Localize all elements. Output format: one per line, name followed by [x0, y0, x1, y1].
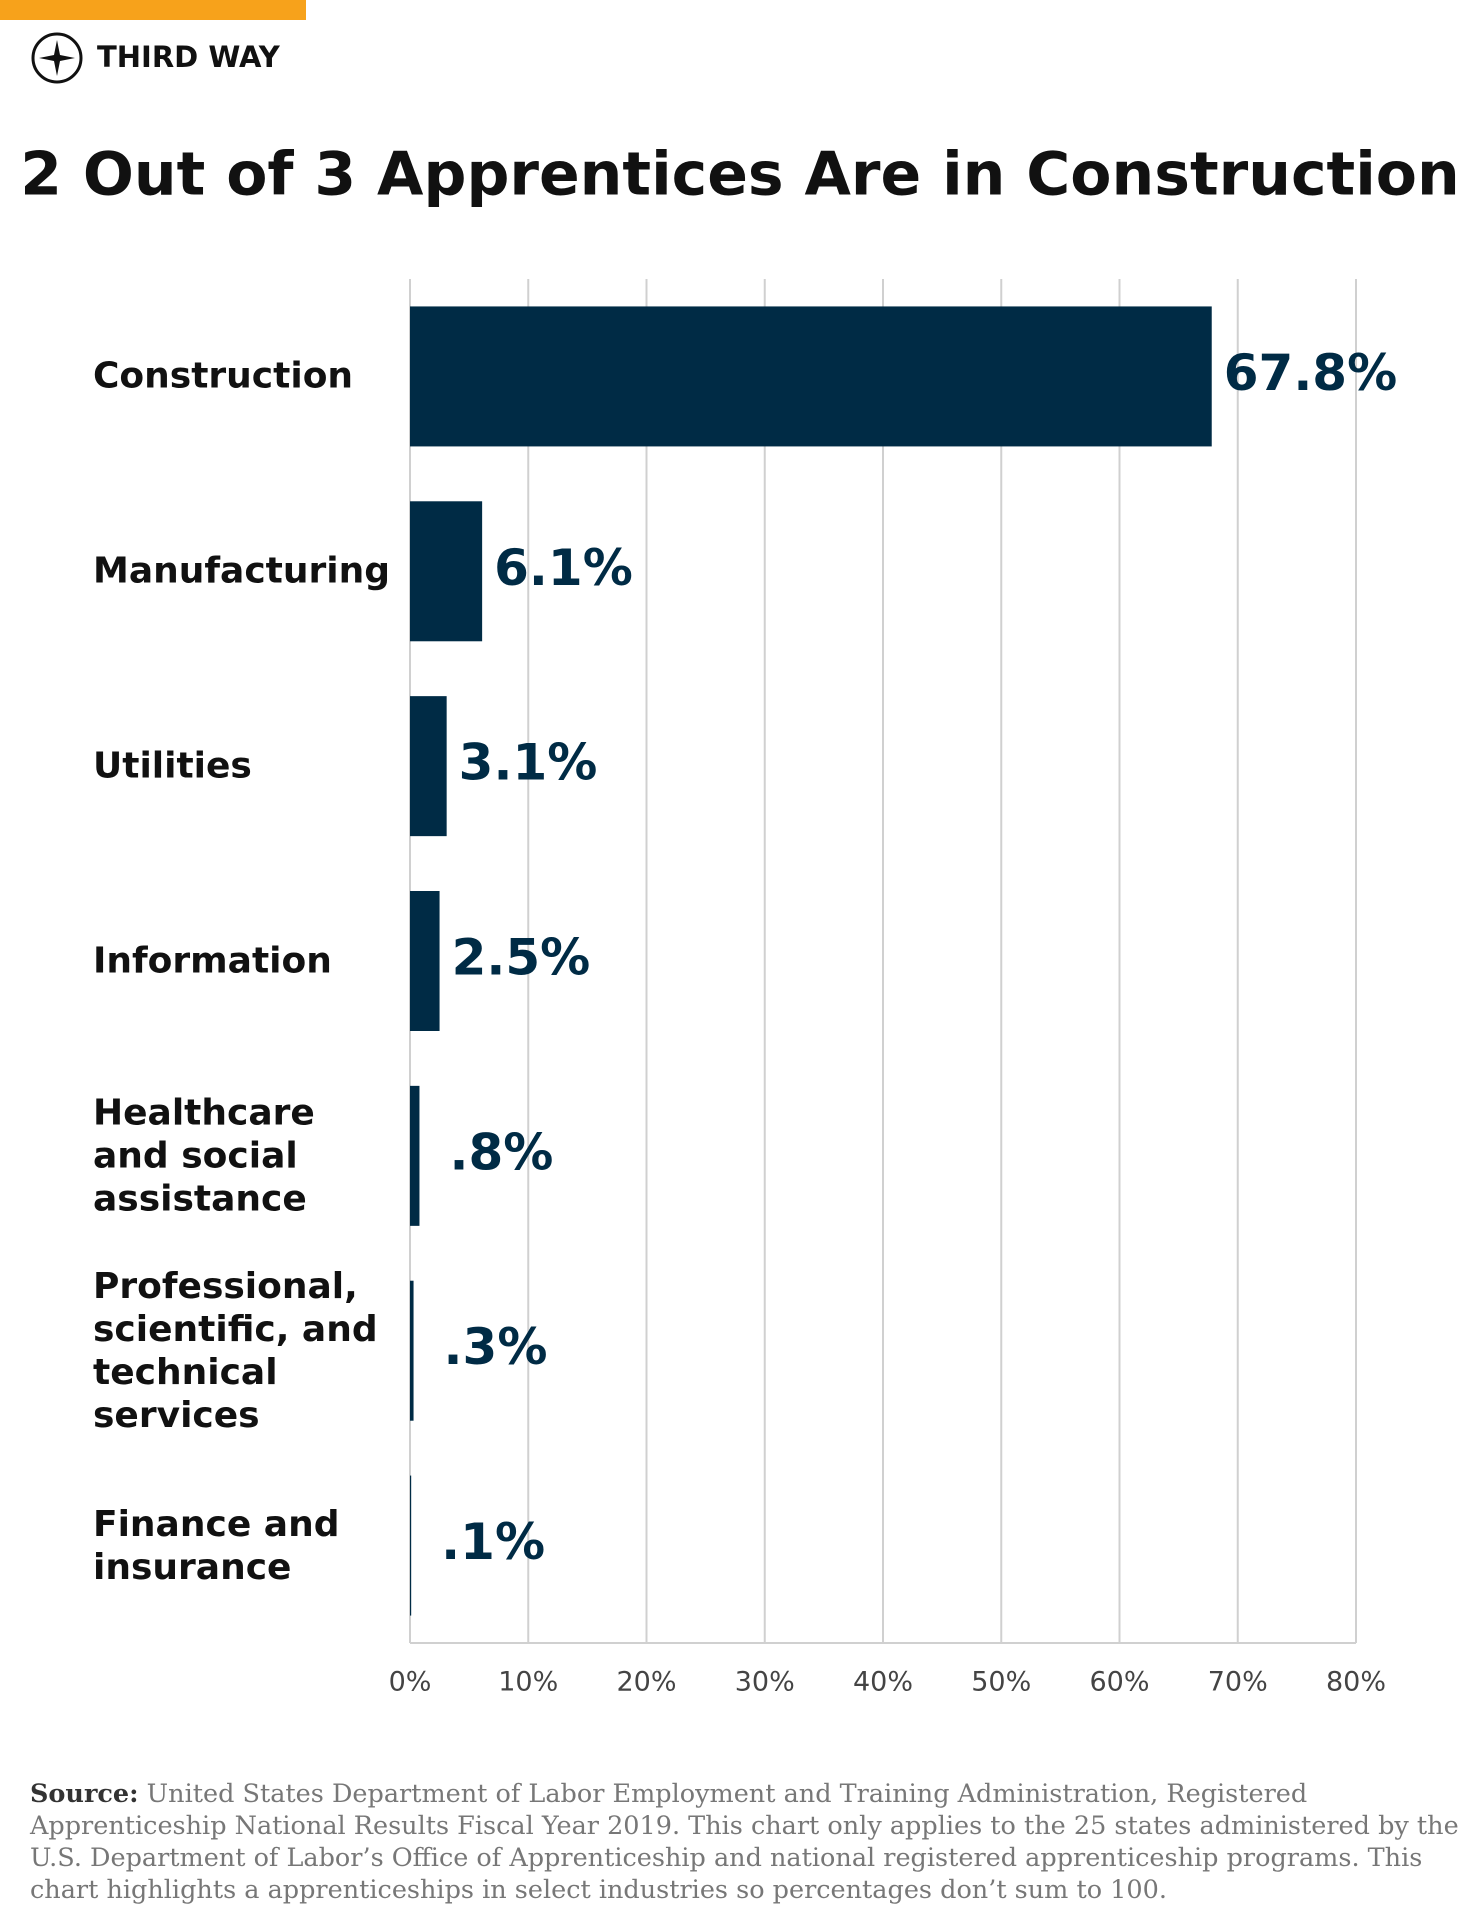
x-tick-label: 50% [971, 1667, 1031, 1698]
x-tick-label: 10% [498, 1667, 558, 1698]
y-tick-label: Construction [93, 355, 354, 397]
value-label: 6.1% [494, 539, 633, 597]
accent-bar [0, 0, 306, 20]
source-label: Source: [30, 1779, 139, 1809]
x-tick-label: 70% [1208, 1667, 1268, 1698]
value-label: 2.5% [452, 929, 591, 987]
value-label: .3% [444, 1318, 548, 1376]
bar [410, 696, 447, 837]
x-tick-label: 80% [1326, 1667, 1386, 1698]
value-label: .8% [449, 1123, 553, 1181]
y-tick-label: Utilities [93, 745, 252, 787]
bar [410, 501, 483, 642]
value-label: .1% [441, 1513, 545, 1571]
source: Source: United States Department of Labo… [30, 1778, 1460, 1906]
y-tick-label: Finance and insurance [93, 1503, 340, 1588]
y-tick-label: Information [93, 940, 332, 982]
bar [410, 1085, 420, 1226]
y-tick-label: Professional, scientific, and technical … [93, 1265, 378, 1436]
x-tick-label: 0% [389, 1667, 432, 1698]
brand: THIRD WAY [97, 40, 281, 74]
source-text: United States Department of Labor Employ… [30, 1779, 1459, 1905]
bar [410, 891, 440, 1031]
value-label: 67.8% [1224, 344, 1397, 402]
x-tick-label: 30% [735, 1667, 795, 1698]
chart-title: 2 Out of 3 Apprentices Are in Constructi… [20, 140, 1459, 210]
y-tick-label: Manufacturing [93, 550, 390, 592]
x-tick-label: 60% [1089, 1667, 1149, 1698]
bar [410, 1475, 412, 1616]
bar [410, 306, 1212, 447]
bar [410, 1280, 414, 1421]
y-tick-label: Healthcare and social assistance [93, 1092, 315, 1220]
x-tick-label: 20% [616, 1667, 676, 1698]
logo [31, 32, 83, 84]
value-label: 3.1% [459, 734, 598, 792]
x-tick-label: 40% [853, 1667, 913, 1698]
